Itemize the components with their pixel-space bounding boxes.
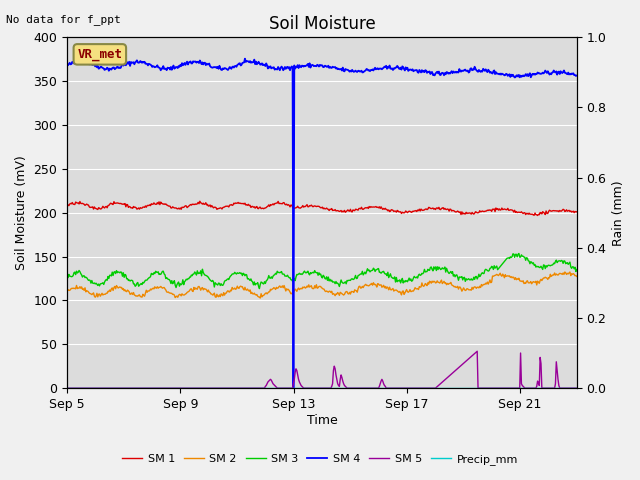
SM 4 — [195, 59, 202, 65]
SM 4 — [405, 67, 413, 73]
SM 1 — [154, 200, 161, 205]
SM 5 — [447, 372, 454, 377]
SM 1 — [404, 209, 412, 215]
SM 4 — [241, 56, 249, 61]
SM 3 — [404, 277, 412, 283]
SM 3 — [154, 270, 161, 276]
SM 4 — [63, 62, 71, 68]
SM 3 — [195, 271, 202, 276]
Line: SM 3: SM 3 — [67, 253, 577, 288]
SM 2 — [63, 288, 71, 294]
SM 4 — [296, 62, 303, 68]
SM 5 — [294, 372, 301, 378]
SM 5 — [364, 385, 371, 391]
SM 5 — [195, 385, 202, 391]
SM 2 — [154, 284, 161, 289]
SM 3 — [294, 271, 302, 277]
SM 4 — [449, 70, 456, 76]
Y-axis label: Soil Moisture (mV): Soil Moisture (mV) — [15, 156, 28, 270]
Precip_mm — [294, 385, 301, 391]
SM 4 — [289, 385, 297, 391]
SM 2 — [448, 282, 456, 288]
SM 2 — [364, 283, 372, 289]
SM 3 — [255, 286, 263, 291]
Precip_mm — [63, 385, 71, 391]
SM 1 — [196, 198, 204, 204]
SM 1 — [364, 205, 372, 211]
SM 4 — [154, 62, 161, 68]
Line: SM 2: SM 2 — [67, 272, 577, 298]
SM 1 — [573, 209, 580, 215]
SM 5 — [573, 385, 580, 391]
SM 2 — [195, 284, 202, 289]
Title: Soil Moisture: Soil Moisture — [269, 15, 375, 33]
Precip_mm — [447, 385, 454, 391]
X-axis label: Time: Time — [307, 414, 337, 427]
SM 5 — [154, 385, 161, 391]
SM 1 — [448, 208, 456, 214]
SM 3 — [573, 266, 580, 272]
SM 4 — [573, 72, 580, 78]
Y-axis label: Rain (mm): Rain (mm) — [612, 180, 625, 246]
SM 3 — [515, 251, 523, 256]
SM 1 — [294, 205, 302, 211]
SM 2 — [294, 285, 302, 291]
SM 1 — [195, 200, 202, 205]
SM 1 — [63, 203, 71, 208]
SM 2 — [404, 289, 412, 295]
Precip_mm — [573, 385, 580, 391]
SM 3 — [63, 274, 71, 280]
SM 5 — [404, 385, 412, 391]
Line: SM 4: SM 4 — [67, 59, 577, 388]
Precip_mm — [195, 385, 202, 391]
SM 5 — [63, 385, 71, 391]
SM 2 — [573, 274, 580, 279]
Line: SM 1: SM 1 — [67, 201, 577, 216]
SM 4 — [365, 67, 373, 73]
Text: No data for f_ppt: No data for f_ppt — [6, 14, 121, 25]
Text: VR_met: VR_met — [77, 48, 122, 61]
SM 1 — [534, 213, 541, 218]
Precip_mm — [404, 385, 412, 391]
SM 3 — [364, 268, 372, 274]
SM 2 — [566, 269, 573, 275]
SM 2 — [257, 295, 264, 301]
Legend: SM 1, SM 2, SM 3, SM 4, SM 5, Precip_mm: SM 1, SM 2, SM 3, SM 4, SM 5, Precip_mm — [118, 450, 522, 469]
Precip_mm — [154, 385, 161, 391]
SM 3 — [448, 270, 456, 276]
Line: SM 5: SM 5 — [67, 351, 577, 388]
SM 5 — [474, 348, 481, 354]
Precip_mm — [364, 385, 371, 391]
